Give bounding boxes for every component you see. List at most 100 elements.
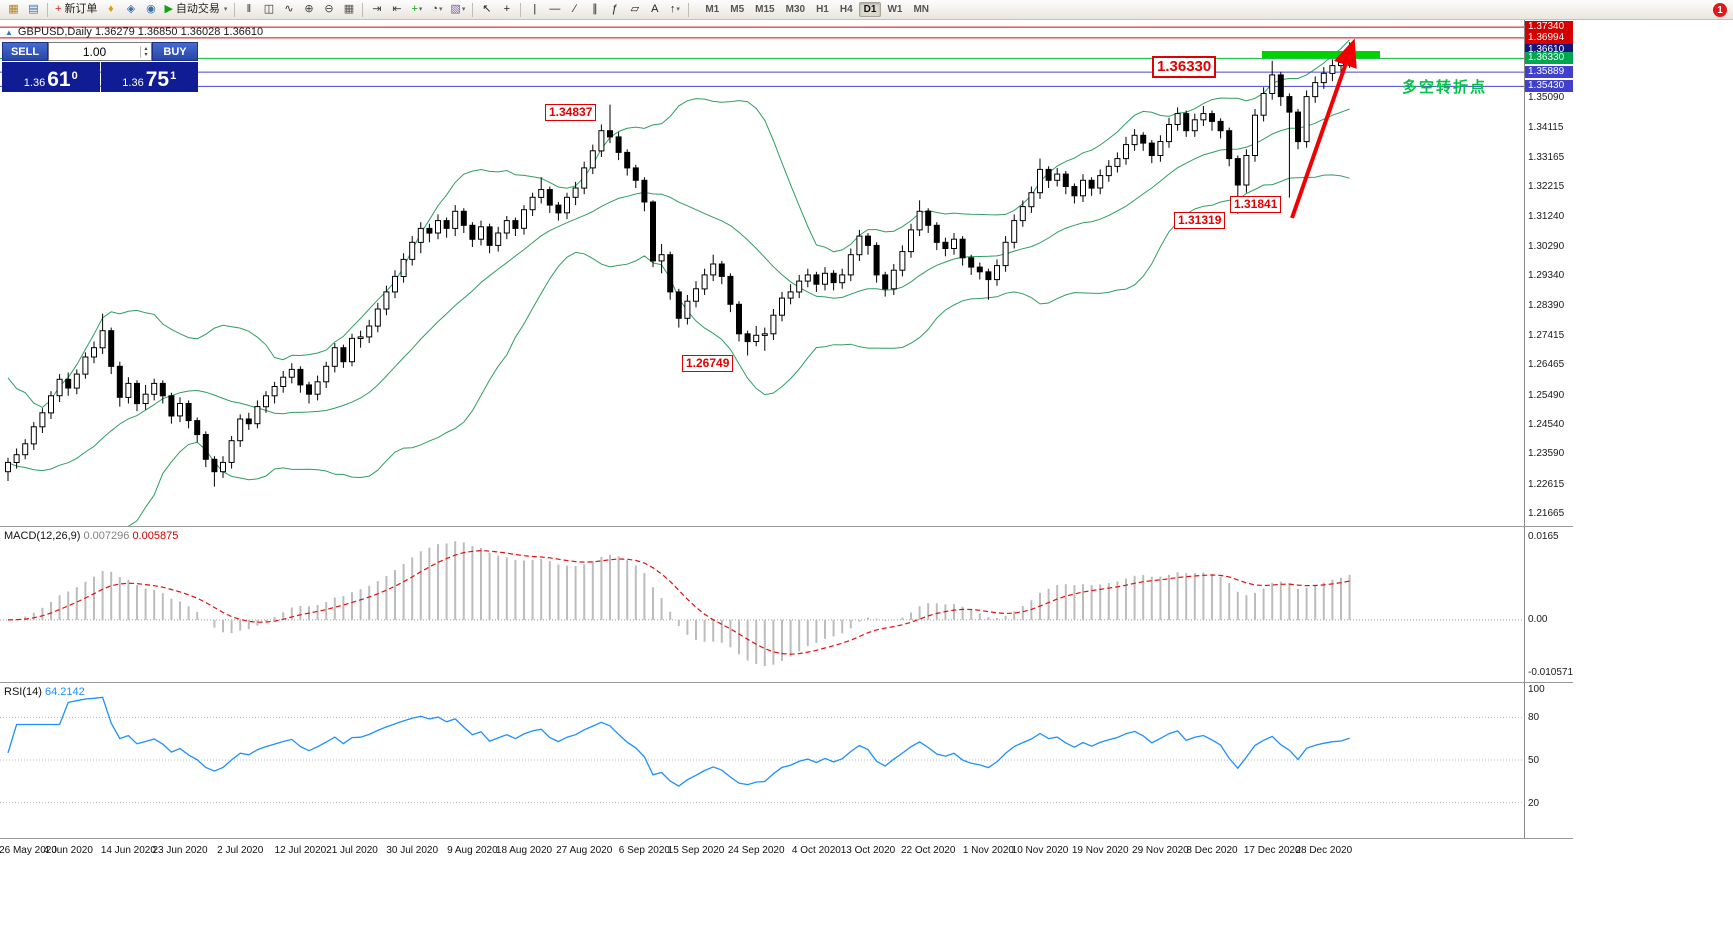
cursor-icon[interactable]: ↖ [477, 1, 496, 18]
volume-down-arrow[interactable]: ▾ [144, 51, 148, 58]
autotrading-glyph: ▶ [164, 3, 173, 15]
rsi-axis[interactable]: 100 80 50 20 [1524, 682, 1573, 838]
text-tool-icon[interactable]: A [645, 1, 664, 18]
indicators-icon[interactable]: + ▾ [407, 1, 426, 18]
trendline-icon[interactable]: ∕ [565, 1, 584, 18]
autotrading-button[interactable]: ▶ 自动交易 ▾ [161, 1, 230, 18]
timeframe-m1-button[interactable]: M1 [705, 4, 720, 15]
caret-down-icon: ▾ [461, 6, 466, 13]
volume-spinner[interactable]: ▴ ▾ [140, 45, 151, 58]
horizontal-line-icon[interactable]: — [545, 1, 564, 18]
price-tag: 1.35889 [1525, 66, 1573, 79]
timeframe-h4-button[interactable]: H4 [839, 4, 853, 15]
templates-icon[interactable]: ▧ ▾ [447, 1, 468, 18]
profiles-icon[interactable]: ▤ [24, 1, 43, 18]
rsi-axis-label: 80 [1528, 712, 1540, 724]
bid-price-sup: 0 [71, 70, 78, 82]
macd-axis[interactable]: 0.0165 0.00 -0.010571 [1524, 526, 1573, 682]
timeframe-m15-button[interactable]: M15 [755, 4, 775, 15]
crosshair-icon[interactable]: + [497, 1, 516, 18]
volume-up-arrow[interactable]: ▴ [144, 45, 148, 52]
date-tick-label: 13 Oct 2020 [840, 845, 896, 856]
price-tag: 1.36330 [1525, 52, 1573, 65]
timeframe-mn-button[interactable]: MN [913, 4, 930, 15]
line-chart-type-icon[interactable]: ∿ [279, 1, 298, 18]
main-chart[interactable]: ▲ GBPUSD,Daily 1.36279 1.36850 1.36028 1… [0, 20, 1524, 526]
timeframe-d1-button[interactable]: D1 [858, 2, 882, 17]
macd-axis-label: 0.00 [1528, 613, 1548, 625]
price-axis-label: 1.29340 [1528, 270, 1565, 282]
zoom-in-icon[interactable]: ⊕ [299, 1, 318, 18]
date-tick-label: 24 Sep 2020 [727, 845, 785, 856]
bid-price[interactable]: 1.36 61 0 [2, 62, 100, 92]
zoom-out-icon[interactable]: ⊖ [319, 1, 338, 18]
price-axis[interactable]: 1.35090 1.34115 1.33165 1.32215 1.31240 1.302… [1524, 20, 1573, 526]
fibonacci-icon[interactable]: ƒ [605, 1, 624, 18]
auto-scroll-icon[interactable]: ⇥ [367, 1, 386, 18]
trend-arrow[interactable] [1290, 38, 1357, 219]
breakout-zone-bar[interactable] [1262, 51, 1380, 58]
horizontal-level-lines[interactable] [0, 26, 1524, 87]
inbox-icon[interactable]: ◈ [121, 1, 140, 18]
price-callout[interactable]: 1.31841 [1230, 196, 1282, 213]
line-chart-type-icon-glyph: ∿ [284, 3, 294, 15]
turning-point-text[interactable]: 多空转折点 [1402, 79, 1488, 96]
date-tick-label: 15 Sep 2020 [667, 845, 725, 856]
candle-chart-type-icon[interactable]: ◫ [259, 1, 278, 18]
ask-price-prefix: 1.36 [122, 77, 144, 89]
timeframe-m30-button[interactable]: M30 [785, 4, 806, 15]
price-callout[interactable]: 1.26749 [682, 355, 734, 372]
date-tick-label: 29 Nov 2020 [1132, 845, 1189, 856]
price-callout[interactable]: 1.34837 [545, 104, 597, 121]
candlestick-chart-svg[interactable] [0, 20, 1524, 526]
rsi-axis-label: 100 [1528, 684, 1545, 695]
symbol-ohlc-text: GBPUSD,Daily 1.36279 1.36850 1.36028 1.3… [17, 26, 264, 38]
periods-icon[interactable]: ◔ ▾ [427, 1, 446, 18]
price-callout[interactable]: 1.36330 [1152, 56, 1217, 78]
macd-panel[interactable]: MACD(12,26,9) 0.007296 0.005875 [0, 526, 1524, 682]
alerts-icon[interactable]: ♦ [101, 1, 120, 18]
new-order-button[interactable]: + 新订单 [52, 1, 100, 18]
trendline-icon-glyph: ∕ [573, 3, 576, 15]
sell-button[interactable]: SELL [2, 42, 48, 61]
candles [5, 42, 1353, 487]
shapes-icon[interactable]: ▱ [625, 1, 644, 18]
toolbar: ▦ ▤ + 新订单 ♦ ◈ ◉ ▶ 自动交易 ▾ ‖ ◫ ∿ ⊕ ⊖ ▦ ⇥ ⇤ + ▾ ◔ ▾ ▧ ▾ ↖ + | — ∕ ∥ ƒ ▱ A ↑ ▾… [0, 0, 1733, 20]
new-order-glyph: + [55, 3, 62, 15]
timeframe-w1-button[interactable]: W1 [887, 4, 903, 15]
cursor-icon-glyph: ↖ [482, 3, 492, 15]
date-tick-label: 28 Dec 2020 [1295, 845, 1353, 856]
price-tag: 1.35430 [1525, 80, 1573, 93]
price-axis-label: 1.34115 [1528, 122, 1564, 134]
indicators-icon-glyph: + [411, 3, 418, 15]
buy-button[interactable]: BUY [152, 42, 198, 61]
notification-badge[interactable]: 1 [1713, 3, 1727, 17]
price-callout[interactable]: 1.31319 [1174, 212, 1226, 229]
tile-windows-icon[interactable]: ▦ [339, 1, 358, 18]
price-axis-label: 1.33165 [1528, 151, 1565, 163]
crosshair-icon-glyph: + [503, 3, 511, 15]
symbol-ohlc-line: ▲ GBPUSD,Daily 1.36279 1.36850 1.36028 1… [5, 26, 263, 38]
text-tool-icon-glyph: A [651, 3, 659, 15]
bar-chart-type-icon[interactable]: ‖ [239, 1, 258, 18]
timeframe-h1-button[interactable]: H1 [816, 4, 829, 15]
bid-price-prefix: 1.36 [23, 77, 46, 89]
shapes-icon-glyph: ▱ [630, 3, 640, 15]
channel-icon[interactable]: ∥ [585, 1, 604, 18]
date-axis[interactable]: 26 May 2020 4 Jun 2020 14 Jun 2020 23 Jun 2… [0, 838, 1573, 860]
ask-price[interactable]: 1.36 75 1 [100, 62, 198, 92]
macd-name: MACD(12,26,9) [4, 530, 81, 542]
timeframe-m5-button[interactable]: M5 [730, 4, 745, 15]
bar-chart-type-icon-glyph: ‖ [246, 3, 252, 15]
chart-shift-icon[interactable]: ⇤ [387, 1, 406, 18]
new-chart-icon[interactable]: ▦ [4, 1, 23, 18]
arrows-tool-icon[interactable]: ↑ ▾ [665, 1, 684, 18]
market-watch-icon[interactable]: ◉ [141, 1, 160, 18]
date-tick-label: 10 Nov 2020 [1011, 845, 1069, 856]
date-tick-label: 19 Nov 2020 [1071, 845, 1129, 856]
toolbar-separator [688, 2, 690, 17]
rsi-chart-svg [0, 696, 1524, 804]
vertical-line-icon[interactable]: | [525, 1, 544, 18]
volume-field[interactable]: 1.00 ▴ ▾ [48, 42, 152, 61]
rsi-panel[interactable]: RSI(14) 64.2142 [0, 682, 1524, 838]
